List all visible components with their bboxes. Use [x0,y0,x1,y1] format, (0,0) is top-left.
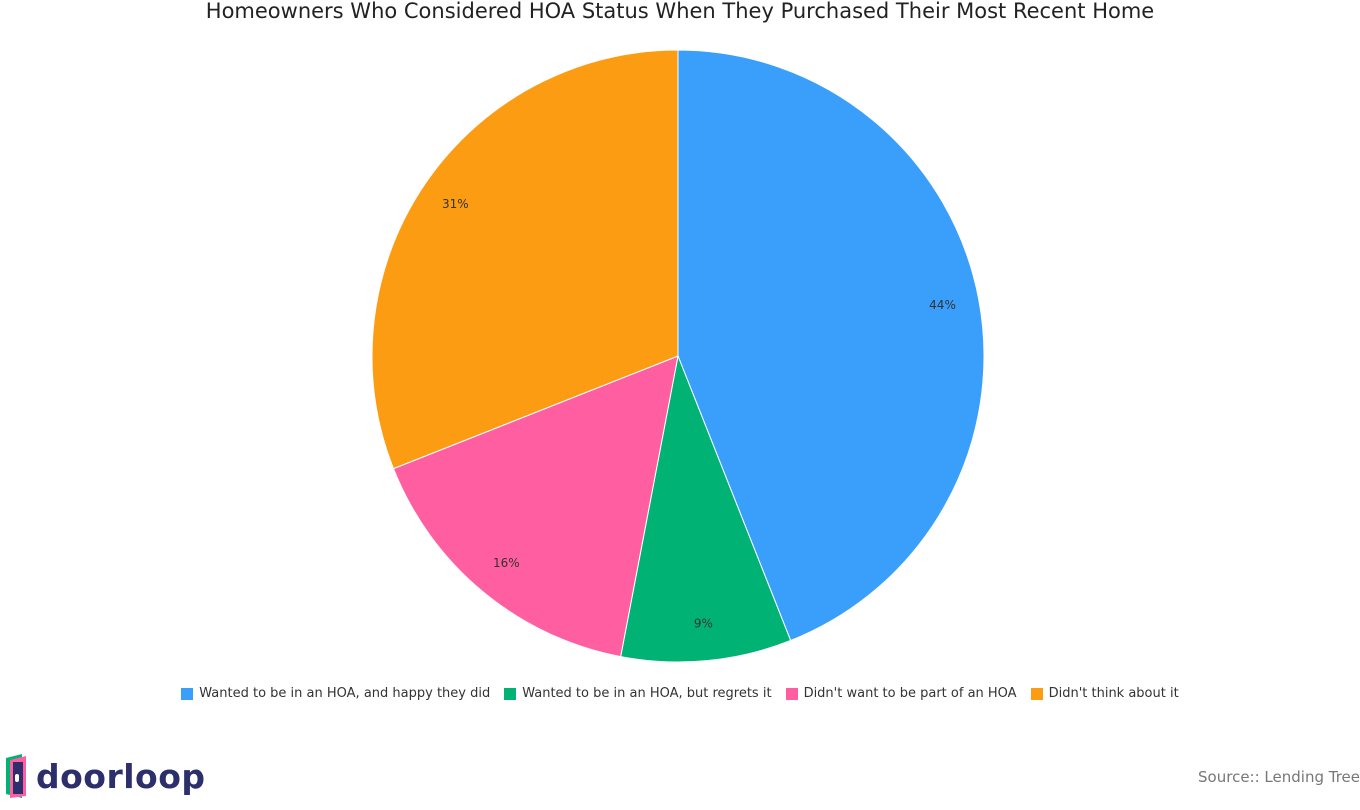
legend-label-happy: Wanted to be in an HOA, and happy they d… [199,686,491,701]
chart-title: Homeowners Who Considered HOA Status Whe… [205,0,1155,23]
pie-chart: 44% 9% 16% 31% [371,49,985,663]
legend-item-happy: Wanted to be in an HOA, and happy they d… [181,686,490,701]
pie-label-didnt-want: 16% [493,556,520,570]
pie-slice-didnt-want [392,355,679,658]
pie-slice-regrets [620,354,792,663]
legend-label-didnt-want: Didn't want to be part of an HOA [803,686,1017,701]
pie-label-happy: 44% [929,298,956,312]
legend-swatch-didnt-think [1030,687,1043,700]
legend-label-didnt-think: Didn't think about it [1048,686,1179,701]
legend-label-regrets: Wanted to be in an HOA, but regrets it [522,686,772,701]
legend-swatch-didnt-want [785,687,798,700]
legend-item-didnt-think: Didn't think about it [1030,686,1179,701]
pie-label-didnt-think: 31% [442,197,469,211]
doorloop-logo: doorloop [2,752,206,800]
legend-item-didnt-want: Didn't want to be part of an HOA [785,686,1017,701]
logo-text: doorloop [36,756,206,796]
legend-swatch-regrets [504,687,517,700]
source-credit: Source:: Lending Tree [1198,768,1360,786]
door-icon [6,754,26,798]
pie-slice-didnt-think [371,49,679,470]
pie-label-regrets: 9% [694,617,713,631]
legend-item-regrets: Wanted to be in an HOA, but regrets it [504,686,772,701]
legend-swatch-happy [181,687,194,700]
chart-legend: Wanted to be in an HOA, and happy they d… [0,686,1360,701]
pie-slice-happy [677,49,985,642]
